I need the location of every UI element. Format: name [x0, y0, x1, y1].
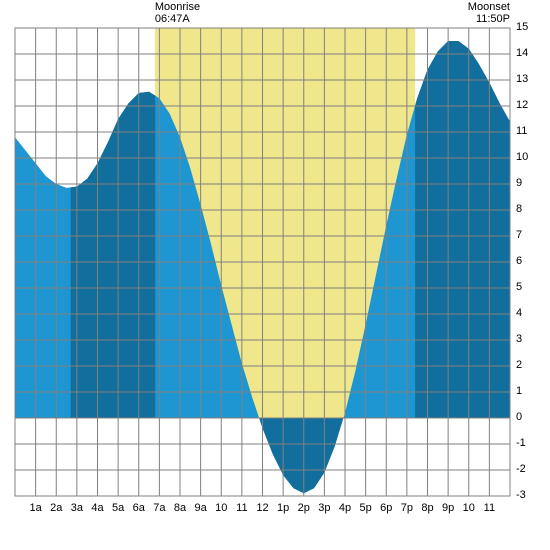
x-tick-15: 3p: [318, 502, 330, 514]
y-tick--1: -1: [516, 437, 526, 449]
x-tick-4: 4a: [91, 502, 103, 514]
moonset-value: 11:50P: [476, 13, 510, 26]
x-tick-9: 9a: [195, 502, 207, 514]
tide-chart: Moonrise06:47AMoonset11:50P1a2a3a4a5a6a7…: [0, 0, 550, 550]
x-tick-18: 6p: [380, 502, 392, 514]
x-tick-6: 6a: [133, 502, 145, 514]
y-tick-4: 4: [516, 307, 522, 319]
x-tick-13: 1p: [277, 502, 289, 514]
chart-svg: [0, 0, 550, 550]
y-tick-6: 6: [516, 255, 522, 267]
y-tick-2: 2: [516, 359, 522, 371]
x-tick-17: 5p: [360, 502, 372, 514]
x-tick-20: 8p: [421, 502, 433, 514]
x-tick-7: 7a: [153, 502, 165, 514]
x-tick-1: 1a: [30, 502, 42, 514]
y-tick-5: 5: [516, 281, 522, 293]
x-tick-14: 2p: [298, 502, 310, 514]
x-tick-10: 10: [215, 502, 227, 514]
y-tick-1: 1: [516, 385, 522, 397]
y-tick-11: 11: [516, 125, 527, 137]
x-tick-22: 10: [463, 502, 475, 514]
y-tick-14: 14: [516, 47, 528, 59]
x-tick-8: 8a: [174, 502, 186, 514]
y-tick-0: 0: [516, 411, 522, 423]
x-tick-11: 11: [236, 502, 247, 514]
x-tick-21: 9p: [442, 502, 454, 514]
y-tick-3: 3: [516, 333, 522, 345]
moonrise-value: 06:47A: [155, 13, 190, 26]
x-tick-3: 3a: [71, 502, 83, 514]
x-tick-2: 2a: [50, 502, 62, 514]
y-tick-15: 15: [516, 21, 528, 33]
x-tick-19: 7p: [401, 502, 413, 514]
y-tick-9: 9: [516, 177, 522, 189]
x-tick-5: 5a: [112, 502, 124, 514]
x-tick-12: 12: [256, 502, 268, 514]
y-tick-12: 12: [516, 99, 528, 111]
y-tick-13: 13: [516, 73, 528, 85]
y-tick-8: 8: [516, 203, 522, 215]
y-tick--3: -3: [516, 489, 526, 501]
y-tick--2: -2: [516, 463, 526, 475]
x-tick-23: 11: [484, 502, 495, 514]
x-tick-16: 4p: [339, 502, 351, 514]
y-tick-7: 7: [516, 229, 522, 241]
y-tick-10: 10: [516, 151, 528, 163]
